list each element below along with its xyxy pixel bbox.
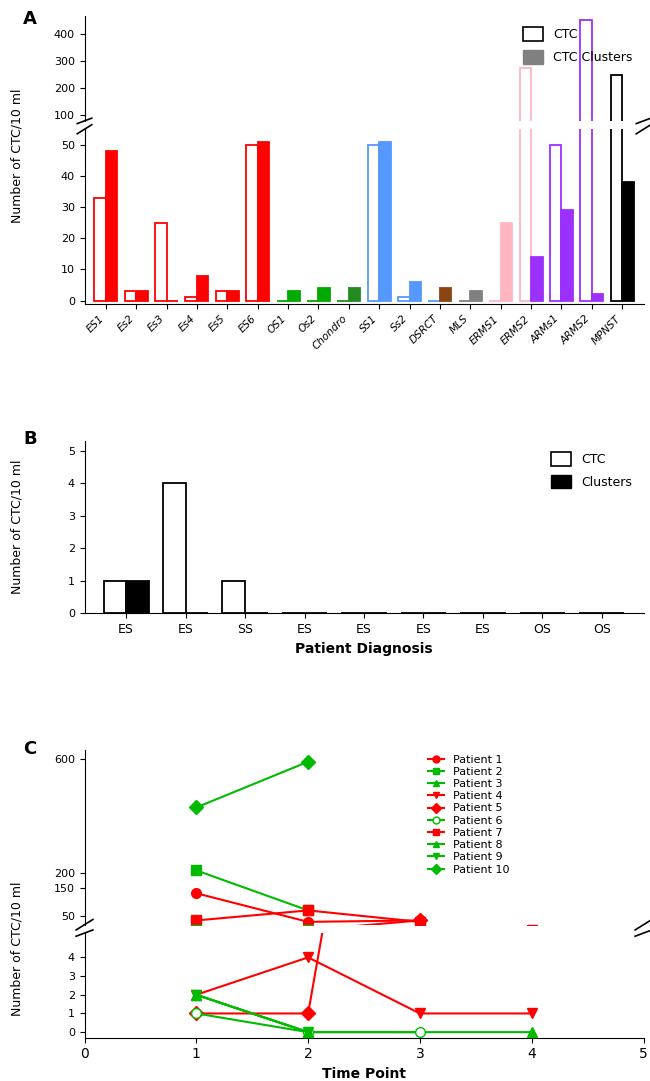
Bar [125, 291, 136, 301]
Bar [580, 0, 592, 301]
Bar [197, 141, 209, 143]
Bar [368, 145, 379, 301]
Bar [288, 291, 300, 301]
Bar [227, 291, 239, 301]
Bar [622, 132, 634, 143]
Text: A: A [23, 10, 37, 28]
Bar [410, 141, 421, 143]
Bar [185, 297, 197, 301]
X-axis label: Patient Diagnosis: Patient Diagnosis [295, 641, 433, 655]
Bar [440, 142, 452, 143]
Bar [246, 129, 257, 143]
Bar [471, 291, 482, 301]
Bar [216, 291, 228, 301]
Bar [368, 129, 379, 143]
Bar [318, 289, 330, 301]
Bar [398, 297, 410, 301]
Bar [222, 580, 245, 613]
Legend: CTC, Clusters: CTC, Clusters [547, 446, 637, 494]
Y-axis label: Number of CTC/10 ml: Number of CTC/10 ml [10, 881, 23, 1016]
Bar [103, 580, 126, 613]
Bar [562, 210, 573, 301]
Bar [257, 129, 269, 143]
Bar [379, 142, 391, 301]
Bar [531, 138, 543, 143]
Bar [550, 145, 562, 301]
Bar [519, 0, 531, 301]
Bar [611, 0, 622, 301]
Bar [440, 289, 452, 301]
Bar [318, 142, 330, 143]
Bar [410, 282, 421, 301]
Bar [136, 291, 148, 301]
Bar [622, 183, 634, 301]
X-axis label: Time Point: Time Point [322, 1067, 406, 1081]
Bar [94, 134, 106, 143]
Bar [349, 142, 360, 143]
Legend: Patient 1, Patient 2, Patient 3, Patient 4, Patient 5, Patient 6, Patient 7, Pat: Patient 1, Patient 2, Patient 3, Patient… [426, 752, 512, 877]
Bar [550, 129, 562, 143]
Bar [531, 257, 543, 301]
Legend: CTC, CTC Clusters: CTC, CTC Clusters [518, 23, 637, 69]
Bar [163, 483, 186, 613]
Bar [106, 130, 117, 143]
Bar [246, 145, 257, 301]
Y-axis label: Number of CTC/10 ml: Number of CTC/10 ml [10, 89, 23, 223]
Bar [126, 580, 149, 613]
Bar [106, 151, 117, 301]
Bar [562, 135, 573, 143]
Bar [257, 142, 269, 301]
Bar [94, 198, 106, 301]
Bar [519, 68, 531, 143]
Bar [197, 276, 209, 301]
Bar [592, 294, 603, 301]
Y-axis label: Number of CTC/10 ml: Number of CTC/10 ml [10, 459, 23, 595]
Bar [349, 289, 360, 301]
Bar [155, 136, 166, 143]
Text: C: C [23, 739, 36, 758]
Bar [155, 223, 166, 301]
Bar [580, 21, 592, 143]
Bar [500, 223, 512, 301]
Bar [611, 75, 622, 143]
Bar [379, 129, 391, 143]
Bar [500, 136, 512, 143]
Text: B: B [23, 430, 36, 449]
